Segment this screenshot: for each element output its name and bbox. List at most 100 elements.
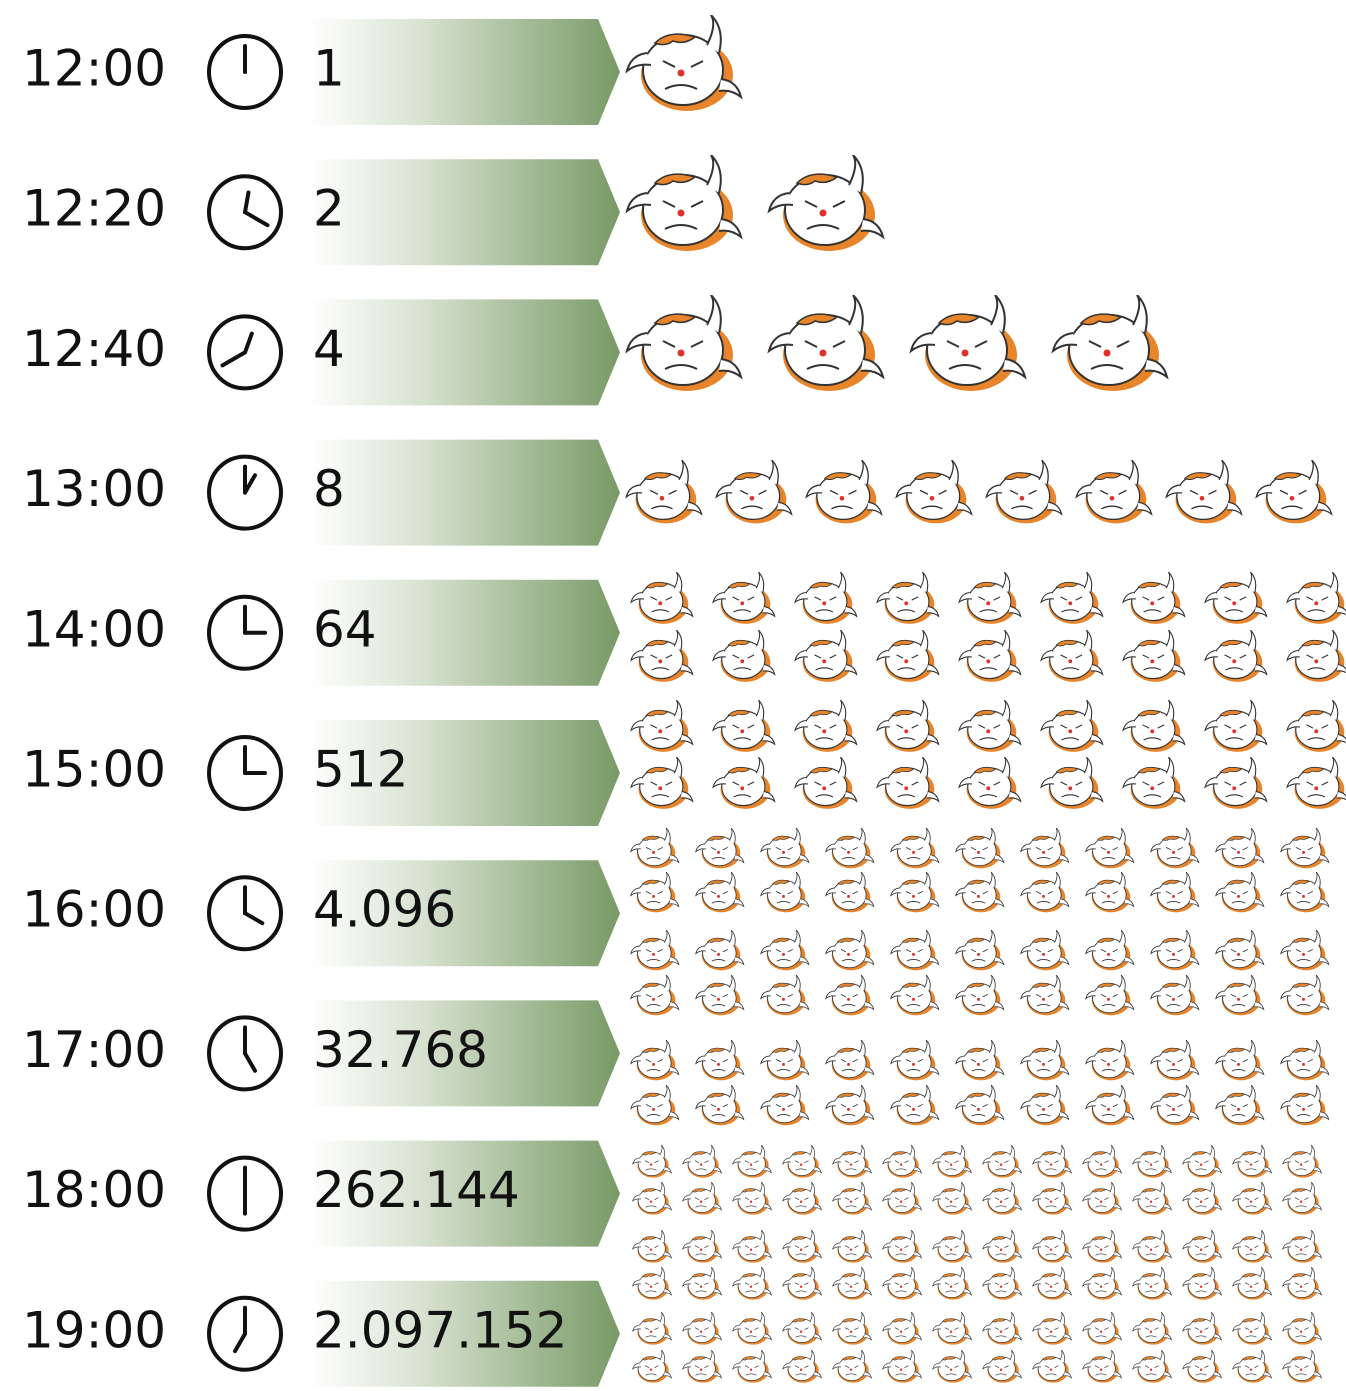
count-label: 512 xyxy=(313,741,408,799)
monster-icon xyxy=(783,1182,822,1215)
count-label: 4.096 xyxy=(313,881,456,939)
monster-icon xyxy=(1123,757,1185,809)
time-label: 12:20 xyxy=(22,180,166,238)
monster-icon xyxy=(631,1085,679,1125)
monster-icon xyxy=(1123,700,1185,752)
monster-icon xyxy=(713,700,775,752)
time-label: 12:40 xyxy=(22,320,166,378)
monster-icon xyxy=(683,1230,722,1263)
monster-icon xyxy=(1256,460,1331,523)
monster-icon xyxy=(633,1230,672,1263)
monster-icon xyxy=(956,872,1004,912)
monster-icon xyxy=(633,1145,672,1178)
monster-icon xyxy=(633,1350,672,1383)
monster-icon xyxy=(1205,757,1267,809)
monster-icon xyxy=(1083,1145,1122,1178)
monster-icon xyxy=(1281,975,1329,1015)
monster-icon xyxy=(1183,1312,1222,1345)
monster-icon xyxy=(1033,1267,1072,1300)
monster-icon xyxy=(1086,872,1134,912)
monster-icon xyxy=(1033,1182,1072,1215)
monster-icon xyxy=(1233,1182,1272,1215)
monster-icon xyxy=(1233,1145,1272,1178)
monster-icon xyxy=(733,1312,772,1345)
monster-icon xyxy=(877,572,939,624)
monster-icon xyxy=(891,872,939,912)
count-label: 4 xyxy=(313,320,345,378)
monster-icon xyxy=(761,872,809,912)
monster-icon xyxy=(1083,1350,1122,1383)
monster-icon xyxy=(631,700,693,752)
monster-icon xyxy=(1233,1312,1272,1345)
monster-icon xyxy=(833,1145,872,1178)
monster-icon xyxy=(883,1312,922,1345)
monster-icon xyxy=(761,1085,809,1125)
monster-icon xyxy=(983,1350,1022,1383)
monster-icon xyxy=(1041,700,1103,752)
monster-icon xyxy=(696,975,744,1015)
monster-icon xyxy=(713,572,775,624)
monster-icon xyxy=(1151,1085,1199,1125)
monster-icon xyxy=(713,630,775,682)
time-label: 12:00 xyxy=(22,40,166,98)
monster-icon xyxy=(769,295,883,391)
monster-icon xyxy=(826,828,874,868)
clock-hand xyxy=(222,352,245,365)
monster-icon xyxy=(1086,828,1134,868)
monster-icon xyxy=(733,1182,772,1215)
monster-icon xyxy=(1233,1230,1272,1263)
monster-icon xyxy=(891,1085,939,1125)
monster-icon xyxy=(1216,975,1264,1015)
monster-icon xyxy=(631,975,679,1015)
count-label: 2 xyxy=(313,180,345,238)
time-label: 19:00 xyxy=(22,1301,166,1359)
monster-icon xyxy=(1021,872,1069,912)
monster-icon xyxy=(956,975,1004,1015)
monster-icon xyxy=(1183,1267,1222,1300)
monster-icon xyxy=(1287,572,1346,624)
monster-icon xyxy=(733,1350,772,1383)
monster-icon xyxy=(1281,1040,1329,1080)
monster-icon xyxy=(761,828,809,868)
clock-hand xyxy=(245,1053,255,1070)
monster-icon xyxy=(633,1267,672,1300)
monster-icon xyxy=(696,930,744,970)
monster-icon xyxy=(1086,1040,1134,1080)
monster-icon xyxy=(933,1182,972,1215)
monster-icon xyxy=(883,1182,922,1215)
monster-icon xyxy=(1041,572,1103,624)
monster-icon xyxy=(983,1267,1022,1300)
time-label: 14:00 xyxy=(22,600,166,658)
monster-icon xyxy=(956,828,1004,868)
time-label: 18:00 xyxy=(22,1161,166,1219)
monster-icon xyxy=(826,1085,874,1125)
monster-icon xyxy=(1083,1230,1122,1263)
count-label: 8 xyxy=(313,460,345,518)
count-label: 64 xyxy=(313,600,377,658)
monster-icon xyxy=(696,1040,744,1080)
count-label: 32.768 xyxy=(313,1021,488,1079)
monster-icon xyxy=(1216,1040,1264,1080)
monster-icon xyxy=(877,700,939,752)
monster-icon xyxy=(983,1230,1022,1263)
monster-icon xyxy=(696,828,744,868)
monster-icon xyxy=(891,975,939,1015)
monster-icon xyxy=(1183,1350,1222,1383)
monster-icon xyxy=(833,1350,872,1383)
monster-icon xyxy=(783,1350,822,1383)
monster-icon xyxy=(983,1182,1022,1215)
monster-icon xyxy=(1183,1145,1222,1178)
monster-icon xyxy=(733,1267,772,1300)
clock-hand xyxy=(245,334,252,353)
time-label: 13:00 xyxy=(22,460,166,518)
time-label: 15:00 xyxy=(22,741,166,799)
monster-icon xyxy=(1086,1085,1134,1125)
monster-icon xyxy=(733,1230,772,1263)
monster-icon xyxy=(1086,975,1134,1015)
monster-icon xyxy=(1021,828,1069,868)
monster-icon xyxy=(1083,1267,1122,1300)
monster-icon xyxy=(891,828,939,868)
monster-icon xyxy=(826,1040,874,1080)
monster-icon xyxy=(826,975,874,1015)
monster-icon xyxy=(877,757,939,809)
